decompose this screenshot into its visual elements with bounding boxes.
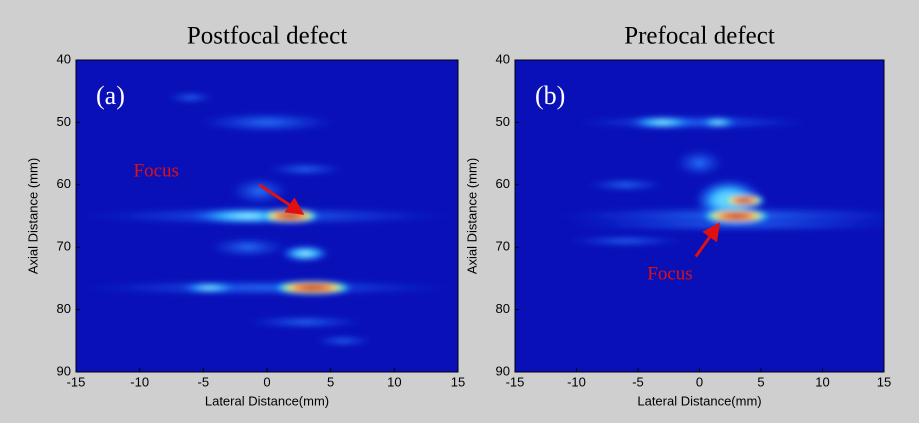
x-tick-label: 10 xyxy=(387,374,401,389)
x-tick-label: 5 xyxy=(327,374,334,389)
x-tick-label: 15 xyxy=(451,374,465,389)
x-tick-label: -15 xyxy=(506,374,525,389)
y-tick-label: 50 xyxy=(496,114,510,129)
intensity-blob xyxy=(280,245,331,262)
annotation: Focus xyxy=(647,264,692,285)
y-tick-label: 70 xyxy=(496,239,510,254)
y-tick-label: 70 xyxy=(57,239,71,254)
y-axis-label: Axial Distance (mm) xyxy=(25,158,40,274)
y-tick-label: 90 xyxy=(57,363,71,378)
y-tick-label: 40 xyxy=(57,51,71,66)
y-tick-label: 40 xyxy=(496,51,510,66)
intensity-image xyxy=(551,115,884,246)
x-tick-label: 5 xyxy=(757,374,764,389)
intensity-blob xyxy=(197,112,337,133)
intensity-blob xyxy=(259,209,320,223)
intensity-blob xyxy=(207,237,288,258)
heatmap-panel: -15 -10 -5 0 5 10 15 40 50 60 70 80 90 Prefocal defec… xyxy=(464,23,891,409)
intensity-blob xyxy=(245,316,366,329)
intensity-blob xyxy=(721,194,766,207)
intensity-blob xyxy=(585,178,666,191)
intensity-blob xyxy=(165,92,216,103)
x-tick-label: -5 xyxy=(198,374,210,389)
panel-label: (b) xyxy=(535,81,565,110)
heatmap-panel: -15 -10 -5 0 5 10 15 40 50 60 70 80 90 Postfocal defe… xyxy=(25,23,465,409)
intensity-blob xyxy=(229,177,290,206)
x-axis-label: Lateral Distance(mm) xyxy=(205,393,329,408)
y-tick-label: 50 xyxy=(57,114,71,129)
intensity-blob xyxy=(77,279,457,296)
chart-title: Postfocal defect xyxy=(187,23,347,50)
x-tick-label: 10 xyxy=(815,374,829,389)
intensity-blob xyxy=(556,220,884,231)
intensity-blob xyxy=(565,235,686,246)
annotation: Focus xyxy=(134,161,179,182)
x-tick-label: -15 xyxy=(67,374,86,389)
panel-label: (a) xyxy=(96,81,125,110)
annotation-arrow xyxy=(694,222,721,258)
y-tick-label: 60 xyxy=(496,176,510,191)
x-tick-label: -10 xyxy=(567,374,586,389)
intensity-blob xyxy=(674,148,725,177)
intensity-blob xyxy=(272,280,353,295)
x-tick-label: -10 xyxy=(130,374,149,389)
intensity-image xyxy=(77,92,457,346)
annotation-arrow xyxy=(258,183,305,215)
y-tick-label: 60 xyxy=(57,176,71,191)
intensity-blob xyxy=(313,335,374,346)
y-tick-label: 90 xyxy=(496,363,510,378)
x-tick-label: 0 xyxy=(263,374,270,389)
x-tick-label: 15 xyxy=(877,374,891,389)
x-tick-label: 0 xyxy=(696,374,703,389)
intensity-blob xyxy=(627,116,698,129)
y-axis-label: Axial Distance (mm) xyxy=(464,158,479,274)
x-axis-label: Lateral Distance(mm) xyxy=(637,393,761,408)
chart-title: Prefocal defect xyxy=(624,23,775,50)
y-tick-label: 80 xyxy=(57,301,71,316)
intensity-blob xyxy=(179,282,240,293)
intensity-blob xyxy=(697,117,738,128)
intensity-blob xyxy=(701,209,772,223)
x-tick-label: -5 xyxy=(632,374,644,389)
intensity-blob xyxy=(265,163,346,176)
y-tick-label: 80 xyxy=(496,301,510,316)
